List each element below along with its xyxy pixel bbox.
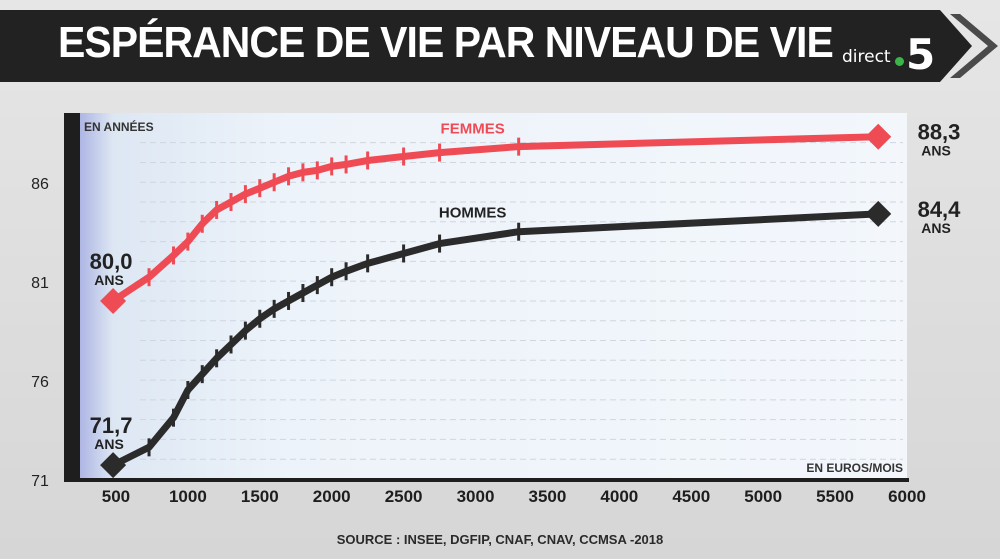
end-value-label: 84,4 xyxy=(918,197,962,222)
x-axis-label: EN EUROS/MOIS xyxy=(806,461,903,475)
end-value-label: 88,3 xyxy=(918,120,961,145)
banner-shape xyxy=(0,10,972,82)
x-tick-label: 1000 xyxy=(169,487,207,506)
y-tick-label: 76 xyxy=(31,374,49,391)
start-unit-label: ANS xyxy=(94,436,124,452)
x-tick-label: 4000 xyxy=(600,487,638,506)
x-tick-label: 5000 xyxy=(744,487,782,506)
y-tick-label: 71 xyxy=(31,473,49,490)
end-unit-label: ANS xyxy=(921,143,951,159)
start-point-marker xyxy=(100,452,127,479)
start-unit-label: ANS xyxy=(94,272,124,288)
end-unit-label: ANS xyxy=(921,220,951,236)
page-title: ESPÉRANCE DE VIE PAR NIVEAU DE VIE xyxy=(58,18,834,67)
y-tick-label: 86 xyxy=(31,176,49,193)
start-value-label: 80,0 xyxy=(90,249,133,274)
x-axis-bar xyxy=(64,478,909,482)
series-name-label: FEMMES xyxy=(441,121,505,138)
title-banner xyxy=(0,10,998,82)
x-tick-label: 2500 xyxy=(385,487,423,506)
series-line xyxy=(109,210,882,469)
x-tick-label: 3000 xyxy=(457,487,495,506)
source-note: SOURCE : INSEE, DGFIP, CNAF, CNAV, CCMSA… xyxy=(336,532,664,547)
y-axis-bar xyxy=(64,113,80,482)
x-tick-label: 6000 xyxy=(888,487,926,506)
channel-logo-dot-icon xyxy=(895,57,904,66)
start-point-marker xyxy=(100,287,127,314)
banner-chevron-icon xyxy=(950,14,998,78)
channel-logo-text: direct xyxy=(842,47,891,67)
channel-logo-number: 5 xyxy=(906,30,936,79)
x-tick-label: 1500 xyxy=(241,487,279,506)
x-tick-label: 2000 xyxy=(313,487,351,506)
x-tick-label: 3500 xyxy=(529,487,567,506)
end-point-marker xyxy=(865,123,892,150)
y-tick-label: 81 xyxy=(31,275,49,292)
series-name-label: HOMMES xyxy=(439,205,507,222)
series-line xyxy=(109,133,882,305)
end-point-marker xyxy=(865,200,892,227)
start-value-label: 71,7 xyxy=(90,413,133,438)
y-axis-label: EN ANNÉES xyxy=(84,119,154,134)
x-tick-label: 5500 xyxy=(816,487,854,506)
x-tick-label: 4500 xyxy=(672,487,710,506)
x-tick-label: 500 xyxy=(102,487,130,506)
plot-area xyxy=(80,113,907,479)
